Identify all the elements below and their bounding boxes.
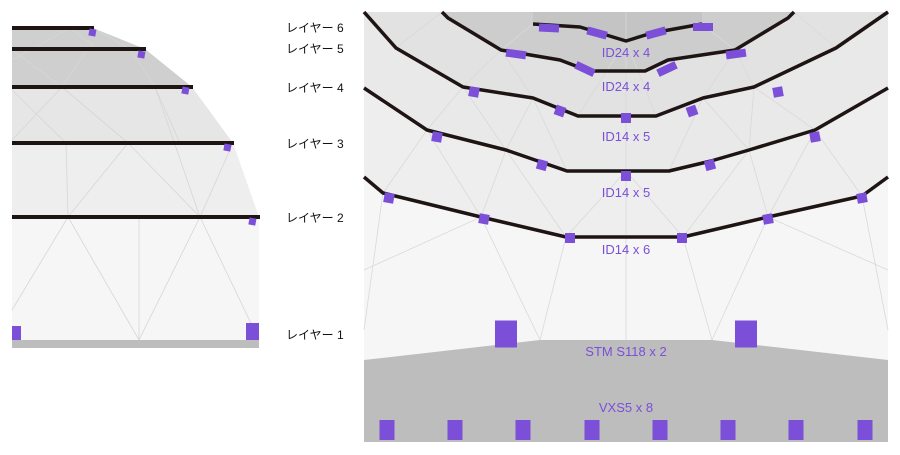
speaker-icon bbox=[586, 26, 608, 40]
truss-layer-5-plan bbox=[440, 10, 796, 73]
speaker-icon bbox=[478, 213, 490, 225]
speaker-icon bbox=[535, 158, 549, 172]
layer-2-speaker-label: ID14 x 6 bbox=[602, 242, 650, 257]
stage-floor bbox=[12, 340, 259, 348]
layer-6-speaker-label: ID24 x 4 bbox=[602, 45, 650, 60]
layer-5-label: レイヤー 5 bbox=[286, 42, 344, 56]
sub-speaker-icon bbox=[447, 420, 463, 440]
speaker-icon bbox=[762, 213, 774, 225]
sub-speaker-icon bbox=[720, 420, 736, 440]
layer-3-speaker-label: ID14 x 5 bbox=[602, 185, 650, 200]
speaker-icon bbox=[772, 86, 784, 98]
speaker-icon bbox=[677, 233, 687, 243]
truss-layer-5 bbox=[12, 47, 146, 51]
sub-speaker-icon bbox=[788, 420, 804, 440]
speaker-icon bbox=[505, 48, 527, 60]
speaker-icon bbox=[431, 131, 443, 143]
speaker-icon bbox=[645, 26, 667, 40]
layer-2-label: レイヤー 2 bbox=[286, 211, 344, 225]
speaker-icon bbox=[223, 143, 232, 152]
sub-speaker-icon bbox=[379, 420, 395, 440]
speaker-icon bbox=[725, 48, 747, 60]
truss-layer-2 bbox=[12, 215, 260, 219]
truss-layer-4 bbox=[12, 85, 193, 89]
speaker-icon bbox=[181, 86, 190, 95]
layer-4-label: レイヤー 4 bbox=[286, 81, 344, 95]
frontfill-speaker-label: VXS5 x 8 bbox=[599, 400, 653, 415]
truss-layer-3-plan bbox=[363, 86, 889, 173]
sub-speaker-icon bbox=[735, 320, 757, 348]
speaker-icon bbox=[685, 104, 699, 118]
truss-layer-6-plan bbox=[532, 22, 703, 43]
speaker-icon bbox=[693, 23, 713, 31]
sub-speaker-icon bbox=[495, 320, 517, 348]
truss-layer-2-plan bbox=[362, 175, 890, 239]
speaker-icon bbox=[856, 192, 868, 204]
sub-speaker-label: STM S118 x 2 bbox=[585, 344, 666, 359]
sub-speaker-icon bbox=[857, 420, 873, 440]
sub-speaker-icon bbox=[515, 420, 531, 440]
layer-4-speaker-label: ID14 x 5 bbox=[602, 129, 650, 144]
speaker-icon bbox=[137, 50, 146, 59]
speaker-icon bbox=[809, 131, 821, 143]
speaker-icon bbox=[621, 171, 631, 181]
speaker-icon bbox=[88, 28, 97, 37]
sub-speaker-icon bbox=[652, 420, 668, 440]
sub-icon bbox=[12, 326, 21, 340]
sub-icon bbox=[246, 323, 259, 340]
plan-view: ID24 x 4 ID24 x 4 ID14 x 5 ID14 x 5 ID14… bbox=[362, 10, 890, 442]
sub-speaker-icon bbox=[584, 420, 600, 440]
speaker-icon bbox=[553, 104, 567, 118]
truss-layer-6 bbox=[12, 26, 94, 30]
speaker-icon bbox=[621, 113, 631, 123]
speaker-icon bbox=[574, 61, 596, 77]
side-view bbox=[11, 26, 260, 348]
truss-layer-3 bbox=[12, 141, 234, 145]
layer-1-label: レイヤー 1 bbox=[286, 328, 344, 342]
speaker-icon bbox=[468, 86, 480, 98]
layer-labels: レイヤー 6 レイヤー 5 レイヤー 4 レイヤー 3 レイヤー 2 レイヤー … bbox=[286, 21, 344, 342]
truss-layer-4-plan bbox=[362, 10, 889, 118]
speaker-icon bbox=[383, 192, 395, 204]
stage-area bbox=[364, 340, 888, 442]
speaker-icon bbox=[565, 233, 575, 243]
speaker-icon bbox=[656, 61, 678, 77]
speaker-icon bbox=[538, 23, 560, 33]
speaker-icon bbox=[248, 217, 257, 226]
layer-3-label: レイヤー 3 bbox=[286, 137, 344, 151]
speaker-icon bbox=[703, 158, 717, 172]
layer-5-speaker-label: ID24 x 4 bbox=[602, 79, 650, 94]
layer-6-label: レイヤー 6 bbox=[286, 21, 344, 35]
